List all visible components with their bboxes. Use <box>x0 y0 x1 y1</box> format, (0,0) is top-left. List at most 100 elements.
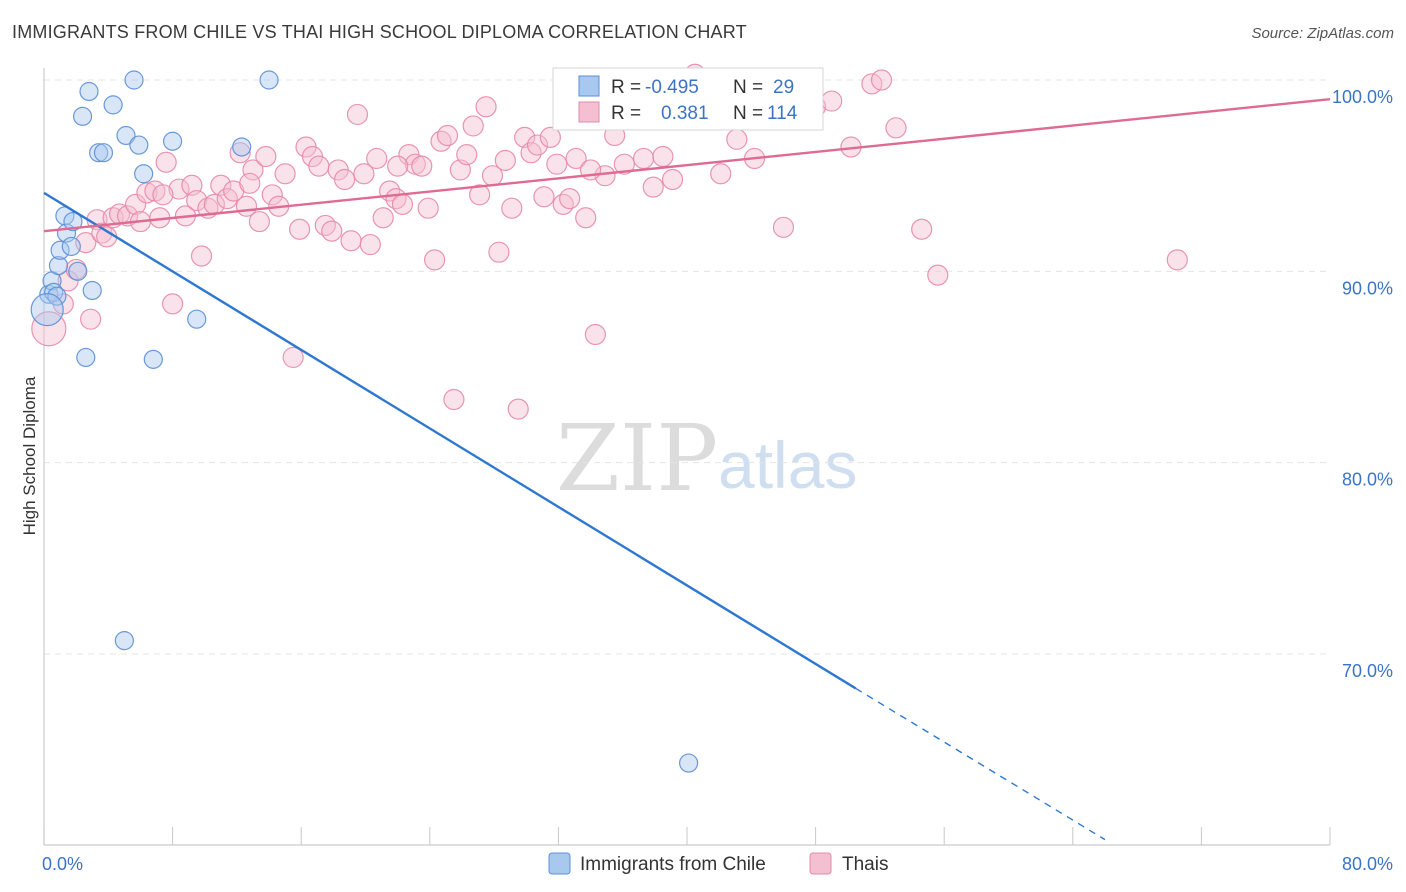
chile-point-19 <box>129 135 149 155</box>
thais-point-77 <box>539 126 561 148</box>
legend-swatch-chile <box>578 75 600 97</box>
thais-point-76 <box>533 186 555 208</box>
thais-point-0 <box>31 311 67 347</box>
thais-point-34 <box>261 184 283 206</box>
bottom-legend-swatch-thais <box>809 852 832 875</box>
thais-point-106 <box>927 264 949 286</box>
thais-point-108 <box>152 184 174 206</box>
legend-n-label-chile: N = <box>733 77 763 98</box>
thais-point-89 <box>642 176 664 198</box>
thais-point-70 <box>494 149 516 171</box>
thais-point-90 <box>652 145 674 168</box>
thais-point-71 <box>501 197 523 219</box>
thais-point-37 <box>282 346 304 369</box>
thais-point-41 <box>308 155 330 177</box>
thais-point-103 <box>870 69 893 91</box>
thais-point-36 <box>274 163 296 185</box>
chile-point-22 <box>163 131 183 151</box>
thais-point-61 <box>436 124 459 147</box>
thais-point-49 <box>359 233 381 256</box>
y-axis-label: High School Diploma <box>20 376 39 535</box>
chile-point-4 <box>48 255 69 276</box>
thais-point-11 <box>116 205 139 227</box>
chile-point-16 <box>103 95 123 115</box>
thais-point-48 <box>353 163 375 185</box>
thais-point-57 <box>411 155 433 177</box>
thais-point-29 <box>229 142 251 164</box>
thais-point-109 <box>239 172 261 194</box>
thais-trend-line <box>43 97 1331 233</box>
thais-point-86 <box>613 153 635 175</box>
chile-point-9 <box>63 211 83 232</box>
thais-point-65 <box>462 115 484 137</box>
chart-title: IMMIGRANTS FROM CHILE VS THAI HIGH SCHOO… <box>12 22 747 42</box>
y-tick-labels: 100.0% 90.0% 80.0% 70.0% <box>1332 87 1393 681</box>
thais-point-75 <box>526 134 549 156</box>
thais-point-105 <box>911 218 933 240</box>
chile-point-11 <box>72 106 93 126</box>
thais-point-83 <box>584 323 606 346</box>
watermark-atlas: atlas <box>718 428 857 502</box>
chile-point-27 <box>114 631 134 651</box>
thais-point-80 <box>559 188 581 210</box>
legend-n-value-thais: 114 <box>767 103 798 124</box>
chile-point-10 <box>68 261 88 281</box>
chile-trend-line <box>43 191 857 690</box>
thais-point-46 <box>340 230 362 252</box>
chile-point-20 <box>134 164 154 184</box>
thais-point-58 <box>417 197 439 219</box>
thais-point-69 <box>488 241 510 263</box>
chile-point-29 <box>30 293 64 327</box>
bottom-legend-label-thais: Thais <box>842 854 888 875</box>
chile-point-8 <box>61 236 81 257</box>
thais-point-62 <box>443 388 465 411</box>
thais-point-26 <box>210 174 232 196</box>
thais-point-96 <box>726 128 748 150</box>
thais-point-47 <box>346 103 369 126</box>
legend-swatch-thais <box>578 101 600 123</box>
thais-point-66 <box>469 184 491 206</box>
thais-point-54 <box>391 193 414 215</box>
chile-point-5 <box>50 240 70 260</box>
y-tick-label-3: 70.0% <box>1342 661 1393 681</box>
chile-point-13 <box>82 280 102 301</box>
thais-point-82 <box>575 207 597 229</box>
thais-point-104 <box>885 117 907 139</box>
thais-point-31 <box>242 159 264 181</box>
legend-n-value-chile: 29 <box>773 77 794 98</box>
thais-point-81 <box>565 147 587 170</box>
thais-point-51 <box>372 207 394 229</box>
thais-point-43 <box>321 220 343 242</box>
thais-point-95 <box>710 163 732 185</box>
x-tick-label-min: 0.0% <box>42 854 83 874</box>
chile-point-28 <box>679 753 699 773</box>
thais-point-18 <box>162 293 184 315</box>
thais-point-91 <box>661 168 684 191</box>
thais-point-33 <box>255 145 277 168</box>
watermark: ZIP atlas <box>556 405 857 512</box>
chile-point-17 <box>116 125 136 146</box>
thais-point-88 <box>632 147 655 170</box>
thais-point-5 <box>80 308 102 330</box>
chile-point-21 <box>143 349 163 369</box>
thais-point-14 <box>136 182 158 204</box>
chile-point-18 <box>124 70 144 90</box>
chart-source: Source: ZipAtlas.com <box>1251 25 1394 42</box>
thais-point-23 <box>190 245 213 267</box>
bottom-legend-label-chile: Immigrants from Chile <box>580 854 766 875</box>
thais-point-110 <box>387 155 409 177</box>
thais-point-17 <box>155 151 177 173</box>
y-tick-label-0: 100.0% <box>1332 87 1393 107</box>
x-ticks <box>43 827 1331 845</box>
thais-point-42 <box>314 214 336 237</box>
thais-point-50 <box>366 147 388 170</box>
chile-point-12 <box>79 81 99 102</box>
legend-n-label-thais: N = <box>733 103 763 124</box>
thais-point-12 <box>125 193 147 215</box>
thais-point-59 <box>424 249 446 271</box>
legend-r-label-thais: R = <box>611 103 641 124</box>
chile-point-14 <box>89 143 109 163</box>
chile-point-24 <box>232 137 252 157</box>
legend-r-value-thais: 0.381 <box>661 103 709 124</box>
